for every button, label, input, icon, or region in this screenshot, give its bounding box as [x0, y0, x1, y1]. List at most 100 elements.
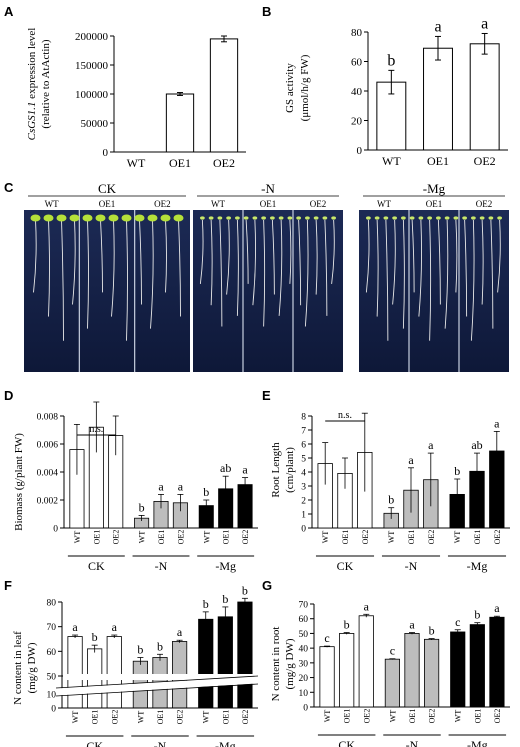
seedling-leaf	[479, 216, 485, 220]
seedling-root	[324, 219, 328, 316]
photo-condition-label: -Mg	[423, 181, 446, 196]
chart-e-xtick-label: OE1	[407, 530, 416, 545]
chart-d-ytick-label: 0.008	[37, 413, 59, 423]
chart-f-bar	[106, 636, 122, 709]
seedling-leaf	[304, 216, 310, 220]
chart-g-sig-letter: b	[474, 608, 480, 622]
seedling-root	[402, 219, 405, 329]
seedling-leaf	[95, 214, 106, 222]
seedling-leaf	[427, 216, 433, 220]
chart-f-sig-letter: b	[242, 583, 248, 597]
chart-d-xtick-label: OE2	[241, 530, 250, 545]
seedling-leaf	[444, 216, 450, 220]
chart-a-ylabel-gene: CsGS1.1	[26, 102, 38, 141]
chart-g-xtick-label: OE2	[428, 709, 437, 724]
chart-g-xtick-label: OE1	[473, 709, 482, 724]
agar-plate	[24, 210, 190, 372]
chart-e-xtick-label: OE2	[493, 530, 502, 545]
chart-f-break-gap	[63, 674, 259, 680]
photo-genotype-label: WT	[45, 199, 59, 209]
seedling-root	[444, 219, 449, 329]
chart-f-xtick-label: OE2	[110, 710, 119, 725]
chart-f-sig-letter: a	[112, 620, 118, 634]
chart-a-bar	[165, 93, 195, 153]
chart-g-bar	[450, 631, 466, 708]
chart-f-group-label: CK	[86, 739, 103, 747]
chart-e-ytick-label: 5	[301, 455, 306, 465]
seedling-leaf	[30, 214, 41, 222]
chart-a-xtick-label: WT	[127, 156, 146, 170]
chart-a-ytick-label: 200000	[75, 31, 109, 43]
photo-genotype-label: OE1	[426, 199, 443, 209]
seedling-root	[315, 219, 318, 295]
photo-genotype-label: OE2	[154, 199, 171, 209]
chart-b-ylabel-line2: (μmol/h/g FW)	[299, 54, 311, 121]
chart-f-xtick-label: OE2	[176, 710, 185, 725]
chart-d-ns-label: n.s.	[89, 424, 103, 435]
seedling-root	[289, 219, 292, 284]
seedling-root	[150, 219, 154, 329]
chart-f-sig-letter: b	[157, 639, 163, 653]
chart-f-ytick-label: 70	[47, 623, 57, 633]
chart-d-sig-letter: ab	[220, 461, 231, 475]
chart-f-sig-letter: b	[203, 597, 209, 611]
seedling-root	[481, 219, 484, 305]
chart-a: CsGS1.1 expression level (relative to At…	[26, 28, 246, 170]
chart-g-bar	[384, 658, 400, 708]
seedling-leaf	[217, 216, 223, 220]
chart-b-bar	[469, 43, 500, 151]
chart-f-xtick-label: OE1	[221, 710, 230, 725]
chart-d-group-label: -Mg	[215, 559, 236, 573]
seedling-root	[331, 219, 335, 284]
photo-genotype-label: OE1	[260, 199, 277, 209]
seedling-leaf	[462, 216, 468, 220]
chart-b-ylabel: GS activity	[284, 63, 296, 113]
chart-b-ytick-label: 0	[357, 145, 363, 157]
chart-e-group-label: -Mg	[467, 559, 488, 573]
chart-f-sig-letter: b	[137, 643, 143, 657]
chart-g-ytick-label: 50	[299, 630, 309, 640]
chart-f-ytick-label: 0	[51, 705, 56, 715]
chart-f-break-line	[55, 675, 259, 689]
seedling-root	[490, 219, 494, 329]
seedling-root	[72, 219, 76, 305]
chart-f-ylabel-line2: (mg/g DW)	[26, 642, 38, 693]
chart-f-ytick-label: 10	[47, 691, 57, 701]
seedling-leaf	[252, 216, 258, 220]
seedling-root	[365, 219, 370, 293]
chart-f-xtick-label: OE2	[241, 710, 250, 725]
chart-f-ytick-label: 60	[47, 648, 57, 658]
seedling-leaf	[147, 214, 158, 222]
chart-f-xtick-label: WT	[202, 711, 211, 724]
chart-g-sig-letter: a	[409, 618, 415, 632]
chart-d: Biomass (g/plant FW) 0 0.002 0.004 0.006 0.0…	[13, 401, 258, 573]
seedling-root	[126, 219, 128, 341]
chart-g-xtick-label: OE1	[343, 709, 352, 724]
chart-e-sig-letter: a	[428, 438, 434, 452]
seedling-leaf	[199, 216, 205, 220]
chart-a-ytick-label: 50000	[81, 118, 109, 130]
chart-b-ytick-label: 20	[351, 116, 363, 128]
chart-b-sig-letter: b	[387, 52, 395, 69]
chart-g-ytick-label: 60	[299, 615, 309, 625]
chart-f-bar	[67, 636, 83, 709]
chart-e-xtick-label: OE1	[341, 530, 350, 545]
seedling-root	[385, 219, 389, 341]
chart-b-sig-letter: a	[481, 15, 488, 32]
chart-f-bar	[198, 618, 214, 709]
chart-g-ytick-label: 40	[299, 645, 309, 655]
chart-e-group-label: CK	[337, 559, 354, 573]
chart-e-ytick-label: 4	[301, 469, 306, 479]
panel-label-e: E	[262, 388, 271, 403]
chart-g-sig-letter: a	[494, 601, 500, 615]
seedling-root	[411, 219, 415, 293]
seedling-root	[418, 219, 422, 317]
seedling-root	[61, 219, 64, 341]
chart-g-xtick-label: WT	[323, 710, 332, 723]
chart-g-sig-letter: b	[429, 624, 435, 638]
chart-b-xtick-label: WT	[382, 154, 401, 168]
seedling-leaf	[278, 216, 284, 220]
chart-g-bar	[469, 624, 485, 708]
chart-e-sig-letter: b	[388, 493, 394, 507]
